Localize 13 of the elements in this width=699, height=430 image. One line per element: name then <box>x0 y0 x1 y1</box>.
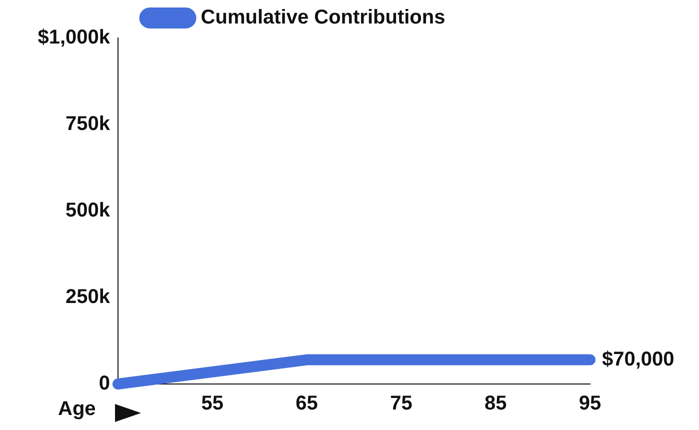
x-tick-label: 85 <box>484 392 507 415</box>
x-tick-label: 65 <box>296 392 318 415</box>
annotation: $70,000 <box>602 348 674 370</box>
y-tick-label: 750k <box>66 113 111 136</box>
x-axis-title: Age <box>58 398 96 421</box>
x-tick-label: 55 <box>201 392 224 415</box>
y-tick-label: 0 <box>98 372 110 395</box>
y-tick-label: $1,000k <box>38 26 111 49</box>
y-tick-label: 500k <box>66 200 111 222</box>
y-tick-label: 250k <box>66 286 111 308</box>
x-tick-label: 95 <box>578 392 602 415</box>
x-tick-label: 75 <box>390 392 412 415</box>
legend-label: Cumulative Contributions <box>200 6 446 29</box>
